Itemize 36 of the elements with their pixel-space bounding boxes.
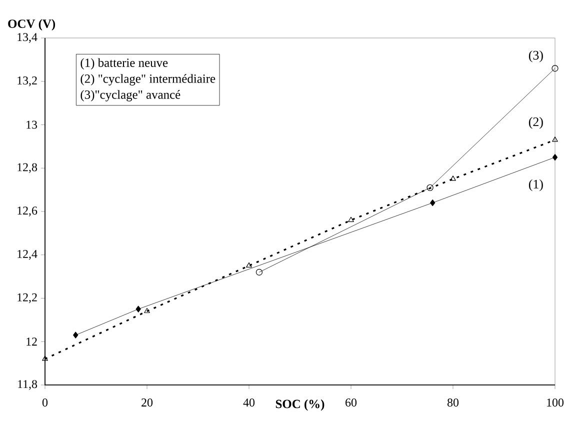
x-tick-label: 80 [447,398,459,407]
point [42,356,48,361]
point [552,136,558,142]
y-tick-label: 12,4 [18,250,38,260]
y-tick-label: 12,6 [18,206,38,216]
y-tick-label: 11,8 [18,380,38,390]
point [426,184,434,191]
point [348,216,354,222]
y-tick-label: 13 [26,120,38,129]
point [144,308,150,314]
y-tick-label: 12 [26,338,37,346]
y-tick-label: 13,4 [18,33,38,43]
series-label: (2) [528,117,543,129]
point [450,176,456,181]
annotation: (1) batterie neuve [80,58,168,70]
x-axis-title: SOC (%) [276,399,324,411]
point [136,306,141,312]
x-tick-label: 100 [547,398,564,407]
point [552,65,558,72]
x-tick-label: 0 [42,398,48,407]
point [246,262,252,268]
point [430,200,436,206]
series-label: (3) [528,50,543,62]
annotation: (3)"cyclage" avancé [80,90,180,102]
y-tick-label: 13,2 [18,76,37,86]
y-tick-label: 12,8 [18,163,38,174]
x-tick-label: 20 [142,398,153,407]
x-tick-label: 40 [243,398,255,407]
point [552,154,558,161]
x-tick-label: 60 [346,398,357,407]
annotation: (2) "cyclage" intermédiaire [80,74,216,86]
series-label: (1) [528,179,543,192]
y-axis-title: OCV (V) [8,19,56,30]
y-tick-label: 12,2 [18,293,37,304]
point [256,268,263,276]
point [73,332,78,338]
